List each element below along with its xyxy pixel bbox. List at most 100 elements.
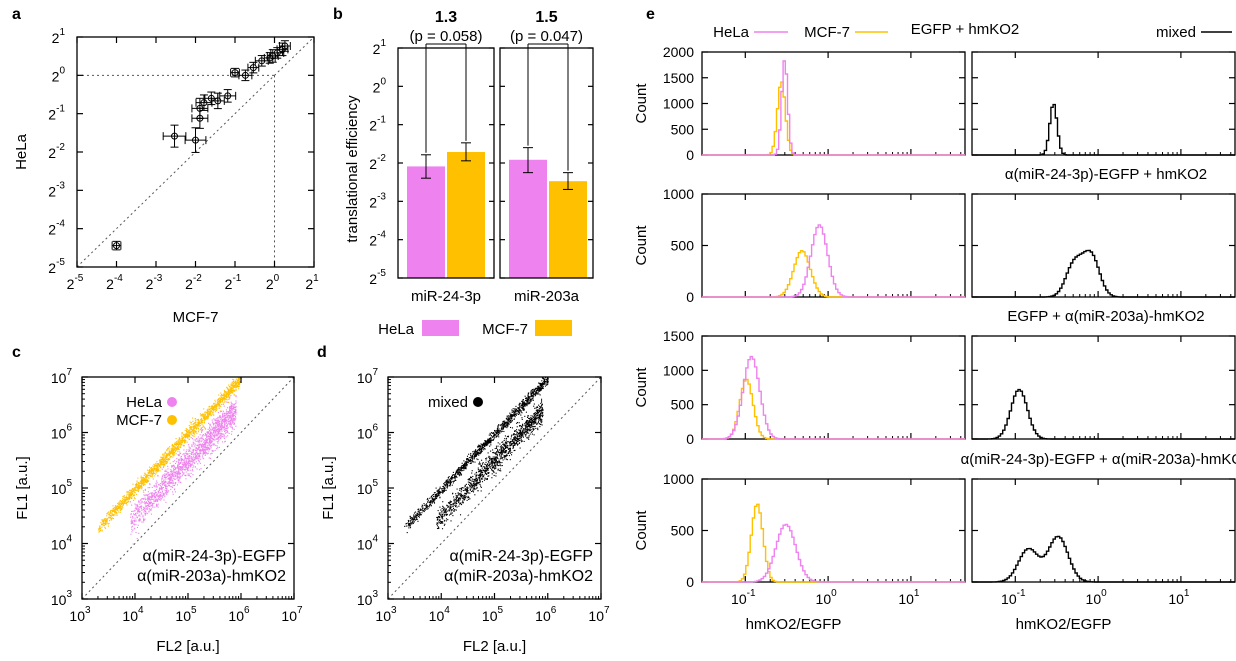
scatter-cloud	[97, 377, 243, 545]
y-axis-label: Count	[633, 510, 650, 551]
histogram-hela	[702, 224, 965, 298]
y-tick-label: 2-1	[48, 104, 65, 123]
legend-hela-swatch	[422, 320, 459, 336]
x-tick-label: 104	[429, 605, 451, 624]
row-title: α(miR-24-3p)-EGFP + hmKO2	[1005, 166, 1207, 183]
legend-mcf7-swatch	[535, 320, 572, 336]
histogram-frame	[701, 51, 966, 156]
data-point	[162, 124, 187, 148]
y-tick-label: 106	[51, 423, 73, 442]
y-tick-label: 2-2	[369, 153, 386, 172]
row-title: EGFP + hmKO2	[911, 21, 1020, 38]
y-tick-label: 107	[357, 367, 379, 386]
x-tick-label: 2-3	[146, 273, 163, 292]
point-marker	[192, 136, 199, 144]
x-tick-label: 101	[898, 588, 920, 607]
bar-hela	[509, 159, 547, 278]
legend-hela-marker	[167, 397, 177, 407]
point-marker	[224, 92, 232, 100]
row-title: EGFP + α(miR-203a)-hmKO2	[1007, 308, 1204, 325]
p-value-label: (p = 0.047)	[510, 28, 583, 45]
y-axis-label: Count	[633, 83, 650, 124]
y-tick-label: 500	[671, 121, 695, 137]
y-axis-label: translational efficiency	[344, 95, 361, 243]
y-tick-label: 1500	[663, 70, 694, 86]
histogram-hela	[702, 523, 965, 583]
histogram-mcf7	[702, 81, 965, 156]
histogram-mixed	[972, 535, 1235, 583]
diagonal-guide	[81, 376, 295, 600]
histogram-frame	[971, 335, 1236, 440]
data-point	[191, 97, 209, 119]
y-tick-label: 105	[51, 478, 73, 497]
x-tick-label: 106	[228, 605, 250, 624]
x-tick-label: 2-2	[185, 273, 202, 292]
y-tick-label: 2000	[663, 44, 694, 60]
panel-label-d: d	[317, 344, 327, 361]
legend-hela-label: HeLa	[378, 321, 415, 338]
point-marker	[200, 99, 208, 107]
histogram-frame	[971, 51, 1236, 156]
panel-label-b: b	[333, 6, 343, 23]
x-tick-label: 104	[122, 605, 144, 624]
legend-mcf7-label: MCF-7	[482, 321, 528, 338]
x-tick-label: 105	[482, 605, 504, 624]
x-tick-label: 105	[175, 605, 197, 624]
data-point	[195, 94, 213, 111]
histogram-hela	[702, 355, 965, 440]
y-tick-label: 2-5	[369, 268, 386, 287]
construct-annotation-1: α(miR-24-3p)-EGFP	[450, 548, 593, 565]
y-tick-label: 103	[51, 589, 73, 608]
y-tick-label: 104	[51, 534, 73, 553]
y-axis-label: HeLa	[13, 133, 30, 170]
x-tick-label: 21	[305, 273, 319, 292]
y-tick-label: 1000	[663, 362, 694, 378]
legend-hela-label: HeLa	[126, 394, 163, 411]
y-tick-label: 0	[686, 289, 694, 305]
y-axis-label: FL1 [a.u.]	[14, 456, 31, 519]
histogram-hela	[702, 60, 965, 156]
construct-annotation-2: α(miR-203a)-hmKO2	[137, 568, 286, 585]
y-tick-label: 105	[357, 478, 379, 497]
data-point	[219, 89, 237, 103]
y-tick-label: 1000	[663, 96, 694, 112]
x-tick-label: 10-1	[1001, 588, 1026, 607]
legend-mcf7-label: MCF-7	[116, 412, 162, 429]
bar-mcf7	[549, 181, 587, 278]
data-point	[247, 61, 260, 74]
x-axis-label: MCF-7	[173, 309, 219, 326]
point-marker	[113, 242, 120, 250]
construct-annotation-1: α(miR-24-3p)-EGFP	[143, 548, 286, 565]
y-tick-label: 2-3	[369, 191, 386, 210]
y-tick-label: 104	[357, 534, 379, 553]
diagonal-guide	[387, 376, 602, 600]
y-tick-label: 21	[373, 38, 387, 57]
y-axis-label: FL1 [a.u.]	[320, 456, 337, 519]
histogram-mixed	[972, 249, 1235, 298]
point-marker	[196, 104, 204, 112]
y-tick-label: 1500	[663, 328, 694, 344]
group-label: miR-203a	[514, 288, 580, 305]
bar-hela	[407, 166, 445, 278]
data-point	[184, 127, 207, 153]
x-tick-label: 103	[375, 605, 397, 624]
point-marker	[214, 97, 222, 105]
y-tick-label: 0	[686, 147, 694, 163]
construct-annotation-2: α(miR-203a)-hmKO2	[444, 568, 593, 585]
y-tick-label: 500	[671, 523, 695, 539]
x-tick-label: 2-1	[225, 273, 242, 292]
legend-mixed-label: mixed	[1156, 24, 1196, 41]
histogram-mcf7	[702, 378, 965, 440]
x-tick-label: 101	[1168, 588, 1190, 607]
x-tick-label: 2-5	[67, 273, 84, 292]
y-tick-label: 2-3	[48, 180, 65, 199]
legend-hela-label: HeLa	[713, 24, 750, 41]
group-label: miR-24-3p	[411, 288, 481, 305]
x-axis-label: FL2 [a.u.]	[463, 638, 526, 655]
bar-mcf7	[447, 152, 485, 278]
ratio-label: 1.5	[535, 9, 557, 26]
point-marker	[231, 69, 239, 77]
x-tick-label: 100	[816, 588, 838, 607]
y-tick-label: 500	[671, 238, 695, 254]
data-point	[254, 55, 269, 67]
